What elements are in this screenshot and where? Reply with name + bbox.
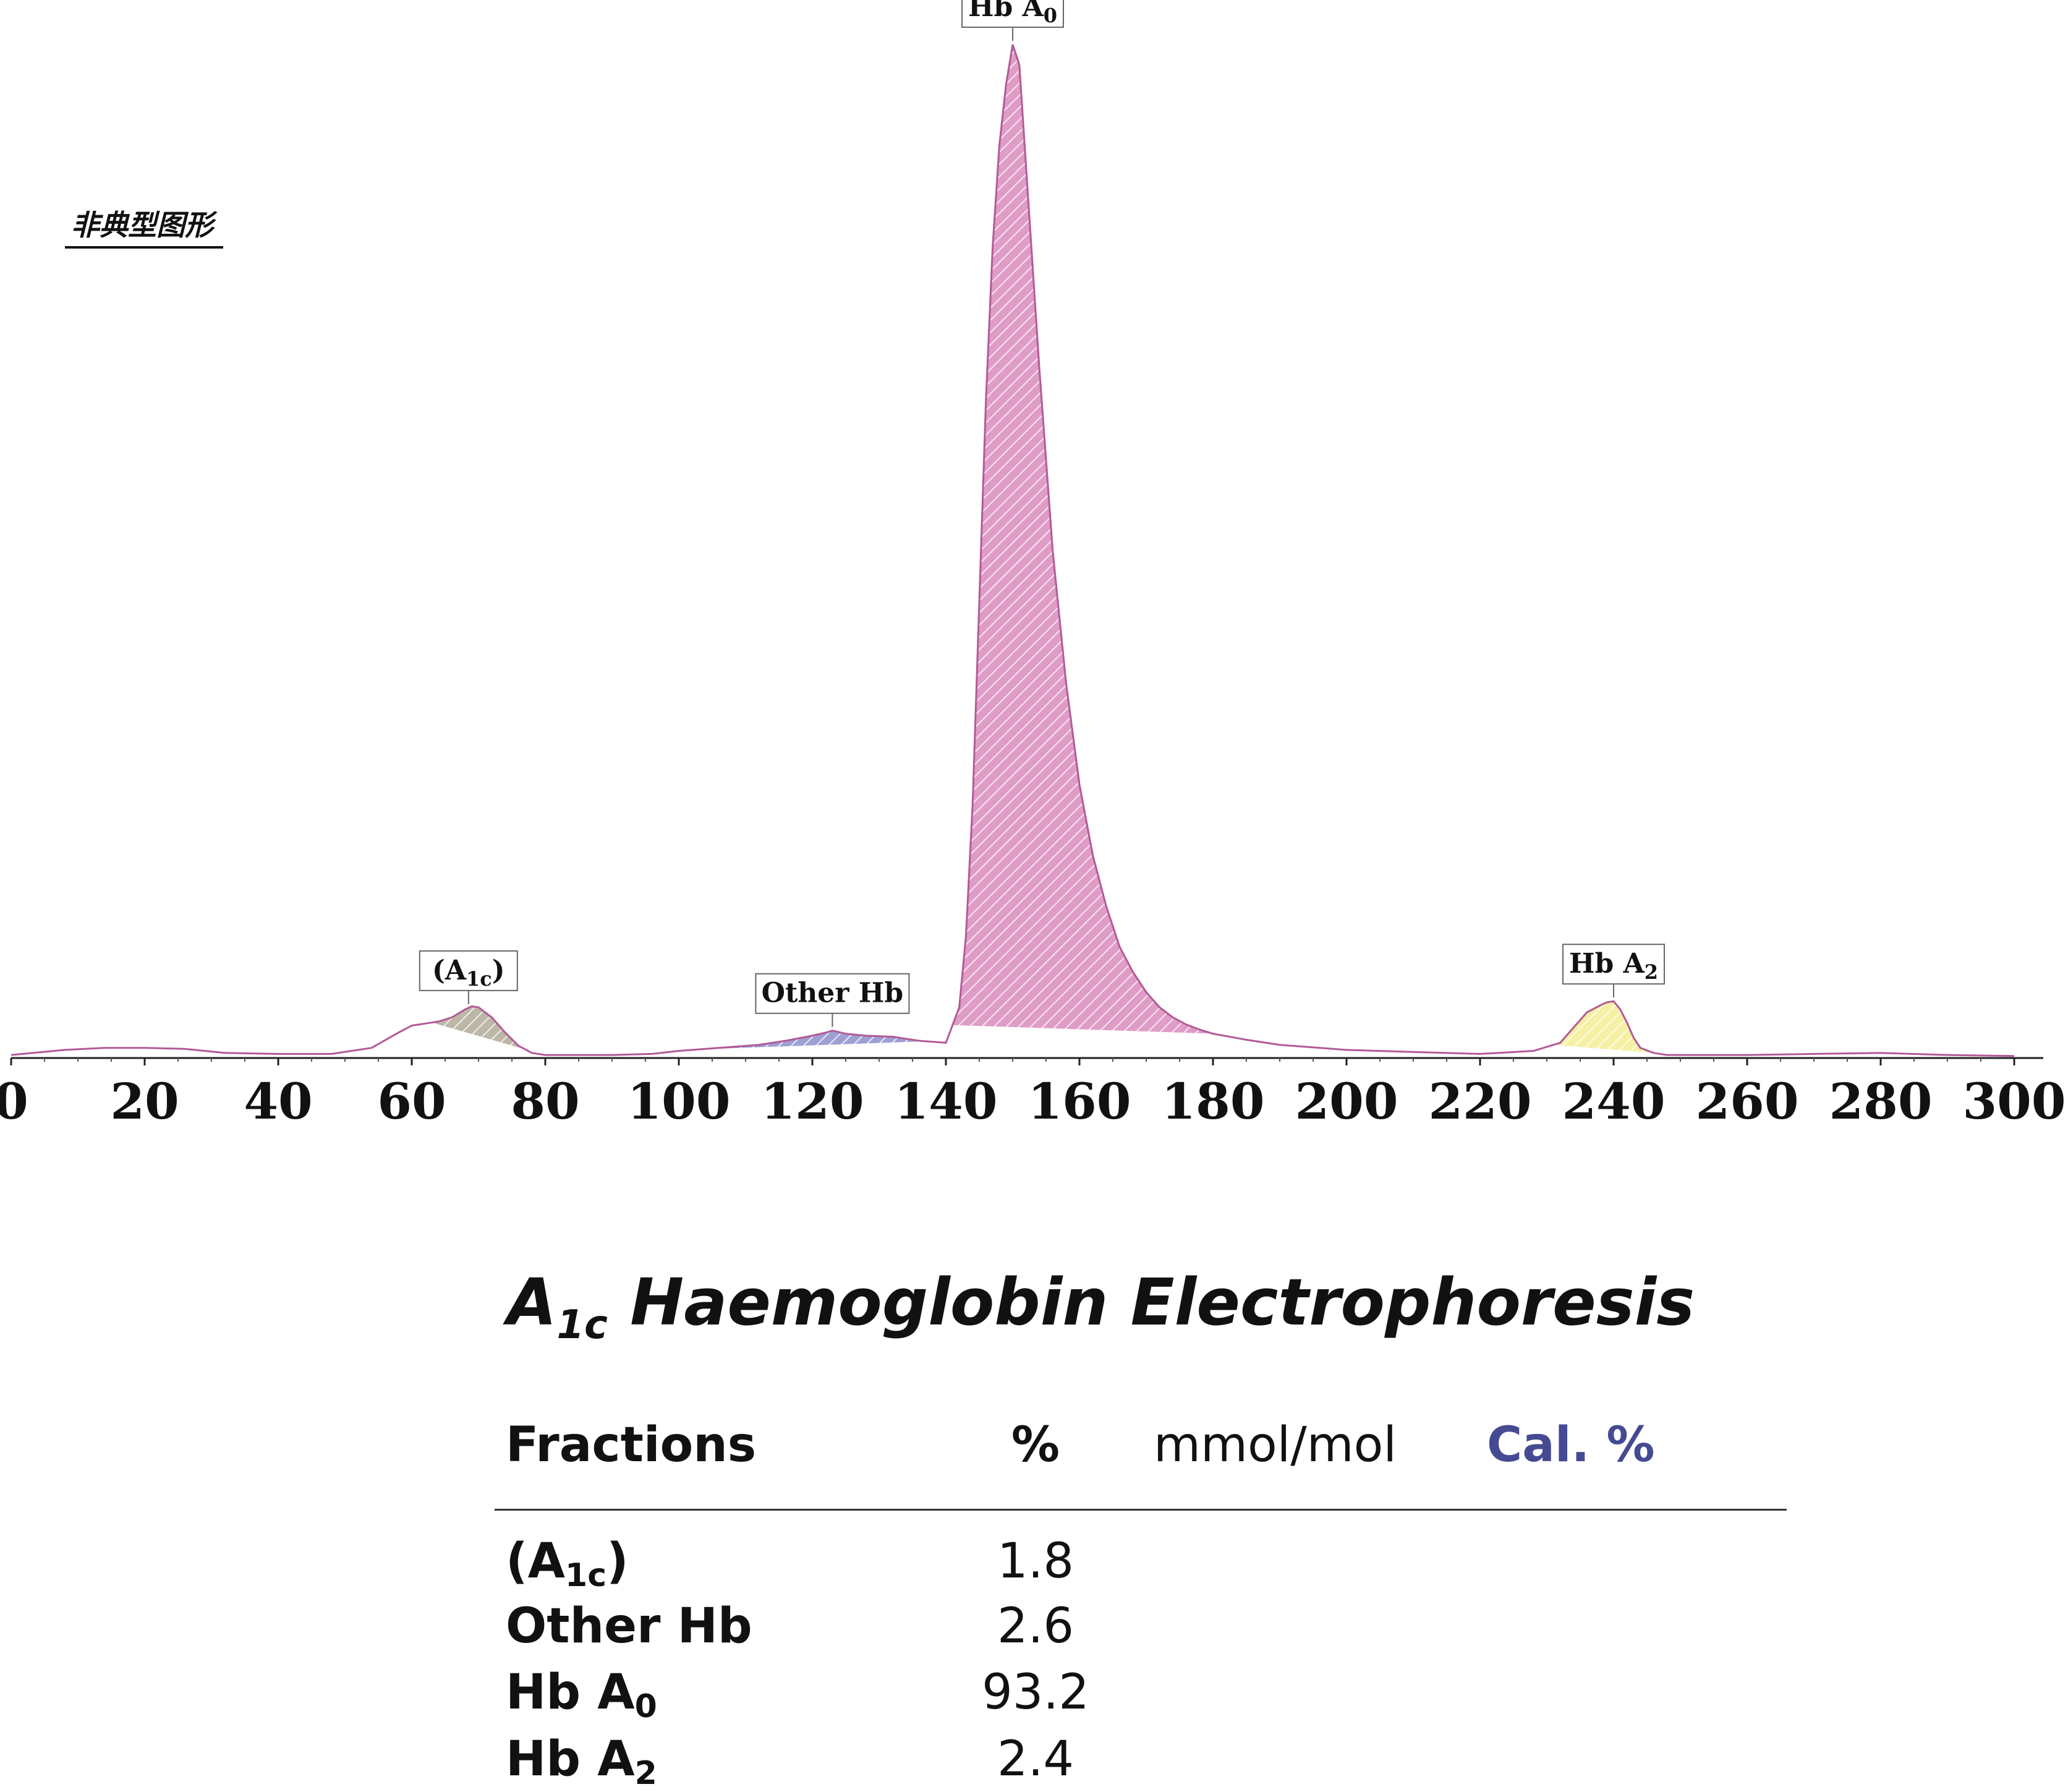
fraction-area-0 xyxy=(432,1006,526,1050)
x-tick-label: 0 xyxy=(0,1072,28,1130)
electrophoresis-curve xyxy=(11,44,2015,1057)
peak-label-0: (A1c) xyxy=(419,950,518,1004)
x-tick-label: 260 xyxy=(1696,1072,1799,1130)
x-tick-label: 160 xyxy=(1028,1072,1131,1130)
svg-text:Hb A2: Hb A2 xyxy=(1569,948,1658,984)
header-cal-percent: Cal. % xyxy=(1487,1417,1655,1473)
x-tick-label: 200 xyxy=(1295,1072,1398,1130)
x-tick-label: 40 xyxy=(244,1072,312,1130)
x-tick-label: 100 xyxy=(628,1072,731,1130)
x-tick-label: 120 xyxy=(761,1072,864,1130)
electrophoresis-chart: 0 20 40 60 80 100 120 140 160 180 200 220 240 260 280 3… xyxy=(0,0,2066,1130)
svg-text:(A1c): (A1c) xyxy=(432,955,505,991)
fraction-name: Hb A2 xyxy=(506,1731,657,1792)
fraction-percent: 1.8 xyxy=(997,1534,1074,1589)
report-title-main: A xyxy=(507,1265,557,1340)
x-tick-label: 300 xyxy=(1963,1072,2066,1130)
atypical-pattern-note: 非典型图形 xyxy=(65,203,223,249)
x-tick-label: 280 xyxy=(1829,1072,1933,1130)
fraction-percent: 2.4 xyxy=(997,1731,1074,1787)
fraction-percent: 2.6 xyxy=(997,1598,1074,1654)
report-title-sub: 1c xyxy=(556,1302,608,1348)
x-tick-label: 140 xyxy=(895,1072,998,1130)
svg-text:Other Hb: Other Hb xyxy=(762,978,903,1009)
peak-label-2: Hb A0 xyxy=(961,0,1064,41)
x-tick-label: 180 xyxy=(1162,1072,1265,1130)
x-tick-label: 60 xyxy=(377,1072,446,1130)
x-tick-label: 80 xyxy=(511,1072,579,1130)
peak-label-1: Other Hb xyxy=(755,973,910,1027)
fraction-area-3 xyxy=(1553,1001,1654,1053)
fraction-area-2 xyxy=(952,45,1213,1034)
fraction-percent: 93.2 xyxy=(982,1665,1089,1720)
x-tick-label: 240 xyxy=(1562,1072,1666,1130)
peak-label-3: Hb A2 xyxy=(1562,944,1665,998)
header-mmol: mmol/mol xyxy=(1154,1417,1397,1473)
header-percent: % xyxy=(1011,1417,1060,1473)
fraction-name: (A1c) xyxy=(506,1534,629,1594)
header-fractions: Fractions xyxy=(506,1417,757,1473)
header-divider xyxy=(495,1509,1787,1511)
svg-text:Hb A0: Hb A0 xyxy=(968,0,1057,27)
fraction-area-1 xyxy=(699,1030,926,1050)
x-tick-label: 20 xyxy=(110,1072,179,1130)
fraction-name: Other Hb xyxy=(506,1598,752,1654)
fraction-name: Hb A0 xyxy=(506,1665,657,1725)
x-tick-label: 220 xyxy=(1429,1072,1532,1130)
report-title-rest: Haemoglobin Electrophoresis xyxy=(607,1265,1695,1340)
report-title: A1c Haemoglobin Electrophoresis xyxy=(507,1265,1695,1348)
